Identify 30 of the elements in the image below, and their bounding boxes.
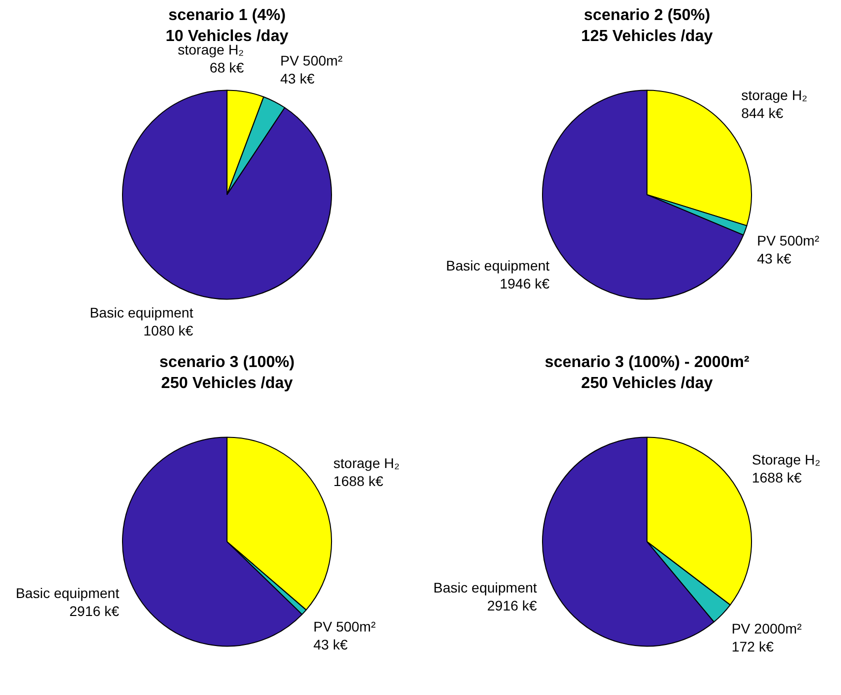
chart-subtitle: 125 Vehicles /day [581,28,713,46]
data-label: 43 k€ [756,250,792,267]
data-label: 172 k€ [732,638,774,654]
data-label: 1688 k€ [752,470,802,486]
chart-title: scenario 3 (100%) [159,354,295,372]
data-label: 1946 k€ [500,275,550,292]
slice-label: Basic equipment [433,579,538,596]
data-label: 43 k€ [280,70,315,86]
data-label: 43 k€ [313,636,348,653]
chart-title: scenario 3 (100%) - 2000m² [544,354,750,372]
slice-label: Basic equipment [446,257,550,274]
slice-label: PV 500m² [280,52,343,68]
slice-label: Basic equipment [16,585,120,602]
slice-label: Storage H₂ [752,452,820,468]
data-label: 68 k€ [210,59,244,76]
data-label: 1688 k€ [333,472,384,489]
data-label: 2916 k€ [69,603,120,620]
slice-label: PV 500m² [756,232,820,249]
data-label: 844 k€ [741,105,784,122]
slice-label: storage H₂ [333,454,400,471]
slice-label: Basic equipment [90,304,194,321]
chart-title: scenario 2 (50%) [584,7,710,24]
slice-label: PV 500m² [313,618,376,635]
chart-subtitle: 250 Vehicles /day [581,375,713,392]
slice-label: PV 2000m² [732,620,802,636]
data-label: 2916 k€ [487,597,538,614]
data-label: 1080 k€ [143,322,194,339]
slice-label: storage H₂ [741,87,808,104]
chart-title: scenario 1 (4%) [168,7,286,24]
chart-subtitle: 250 Vehicles /day [161,375,293,392]
